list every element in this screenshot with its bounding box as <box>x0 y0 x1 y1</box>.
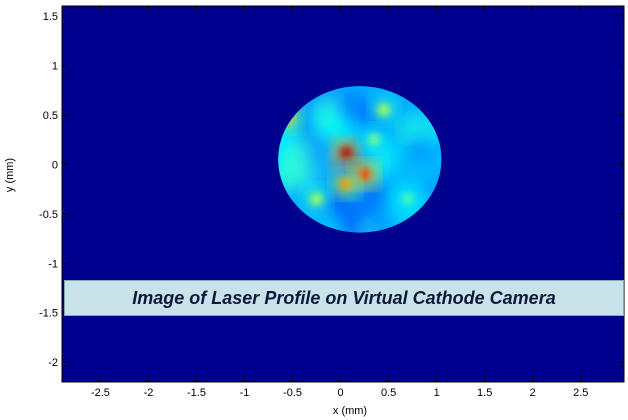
hot-spot <box>401 192 414 205</box>
x-tick-label: -2 <box>144 387 154 399</box>
hot-spot <box>377 103 390 116</box>
x-tick-label: 0.5 <box>381 387 396 399</box>
plot-frame <box>61 5 625 383</box>
y-tick-label: -2 <box>48 357 58 369</box>
hot-spots <box>278 96 421 212</box>
x-tick-label: 2.5 <box>573 387 588 399</box>
caption-text: Image of Laser Profile on Virtual Cathod… <box>132 287 556 308</box>
caption-box: Image of Laser Profile on Virtual Cathod… <box>64 280 624 316</box>
hot-spot <box>310 192 323 205</box>
hot-spot <box>340 146 353 159</box>
hot-spot <box>358 168 371 181</box>
x-tick-label: -1.5 <box>187 387 206 399</box>
x-axis-label: x (mm) <box>333 405 367 417</box>
y-tick-label: 1 <box>52 60 58 72</box>
x-tick-label: 2 <box>530 387 536 399</box>
x-tick-label: -1 <box>240 387 250 399</box>
y-tick-label: -1 <box>48 258 58 270</box>
x-tick-label: -0.5 <box>283 387 302 399</box>
hot-spot <box>339 178 352 191</box>
hot-spot <box>368 133 381 146</box>
x-tick-label: 0 <box>338 387 344 399</box>
y-tick-label: -1.5 <box>39 308 58 320</box>
y-tick-label: -0.5 <box>39 209 58 221</box>
x-tick-label: 1 <box>434 387 440 399</box>
y-tick-label: 0.5 <box>43 110 58 122</box>
x-tick-label: -2.5 <box>91 387 110 399</box>
y-axis-label: y (mm) <box>4 158 16 192</box>
y-tick-label: 1.5 <box>43 11 58 23</box>
y-tick-label: 0 <box>52 159 58 171</box>
x-tick-label: 1.5 <box>477 387 492 399</box>
